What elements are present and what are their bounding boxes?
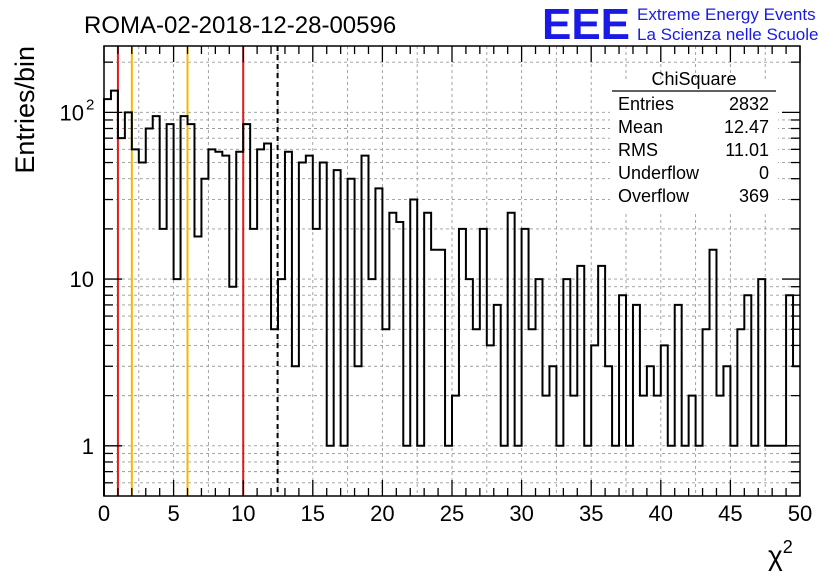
stats-row-label: Underflow [618, 163, 700, 183]
stats-box-bg [610, 80, 778, 214]
stats-row-value: 0 [759, 163, 769, 183]
y-tick-label: 10 [60, 100, 84, 125]
stats-box: ChiSquare Entries 2832 Mean 12.47 RMS 11.01 Un… [610, 69, 778, 214]
stats-row-label: RMS [618, 140, 658, 160]
logo-mark: EEE [542, 0, 630, 49]
x-axis-label-symbol: χ [768, 540, 783, 571]
histogram-outline [103, 89, 800, 496]
histogram [103, 89, 800, 496]
logo-line-1: Extreme Energy Events [637, 5, 816, 24]
chart-title: ROMA-02-2018-12-28-00596 [84, 12, 396, 39]
y-tick-label: 10 [70, 267, 94, 292]
x-tick-label: 30 [509, 501, 533, 526]
stats-row-value: 12.47 [724, 117, 769, 137]
x-tick-label: 5 [167, 501, 179, 526]
x-tick-label: 0 [98, 501, 110, 526]
x-tick-label: 10 [231, 501, 255, 526]
x-tick-label: 20 [370, 501, 394, 526]
x-tick-label: 15 [301, 501, 325, 526]
stats-box-title: ChiSquare [651, 69, 736, 89]
stats-row-label: Overflow [618, 186, 690, 206]
x-axis-label: χ2 [768, 537, 793, 571]
x-tick-label: 40 [649, 501, 673, 526]
y-tick-label: 1 [82, 434, 94, 459]
y-axis-label: Entries/bin [10, 46, 40, 174]
y-tick-label-exponent: 2 [86, 96, 94, 113]
x-tick-label: 50 [788, 501, 812, 526]
stats-row-value: 11.01 [725, 140, 769, 160]
stats-row-value: 2832 [729, 94, 769, 114]
stats-row-value: 369 [739, 186, 769, 206]
logo-line-2: La Scienza nelle Scuole [637, 25, 818, 44]
x-tick-label: 25 [440, 501, 464, 526]
x-axis-label-exponent: 2 [783, 537, 793, 557]
x-tick-label: 35 [579, 501, 603, 526]
x-tick-label: 45 [718, 501, 742, 526]
stats-row-label: Entries [618, 94, 674, 114]
grid [104, 46, 800, 496]
stats-row-label: Mean [618, 117, 663, 137]
eee-logo: EEE Extreme Energy Events La Scienza nel… [542, 0, 818, 49]
